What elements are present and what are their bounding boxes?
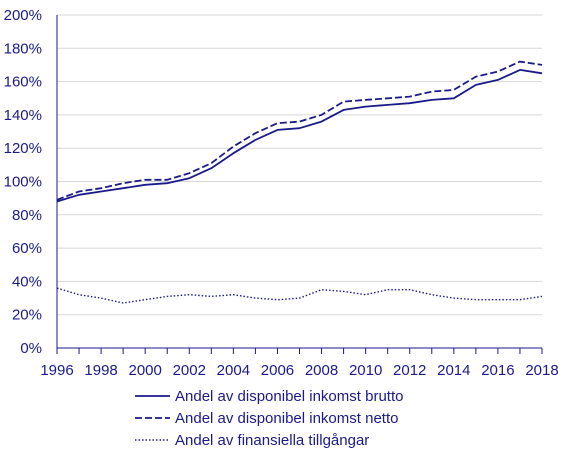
x-tick-label: 2006	[261, 362, 294, 379]
legend-label: Andel av disponibel inkomst netto	[175, 410, 398, 427]
y-tick-label: 160%	[4, 74, 42, 91]
y-tick-label: 180%	[4, 40, 42, 57]
x-tick-labels: 1996 1998 2000 2002 2004 2006 2008 2010 2012 2014…	[40, 362, 558, 379]
y-tick-label: 0%	[20, 340, 42, 357]
y-tick-label: 80%	[12, 207, 42, 224]
x-tick-label: 2000	[128, 362, 161, 379]
y-tick-label: 20%	[12, 307, 42, 324]
x-tick-label: 2002	[173, 362, 206, 379]
x-tick-label: 2008	[305, 362, 338, 379]
x-tick-label: 1998	[84, 362, 117, 379]
y-tick-labels: 0% 20% 40% 60% 80% 100% 120% 140% 160% 180% 200%	[4, 7, 42, 357]
y-tick-label: 60%	[12, 240, 42, 257]
axes	[56, 15, 543, 354]
x-tick-label: 2014	[437, 362, 470, 379]
x-tick-label: 1996	[40, 362, 73, 379]
legend-label: Andel av disponibel inkomst brutto	[175, 388, 403, 405]
y-tick-label: 120%	[4, 140, 42, 157]
x-tick-label: 2010	[349, 362, 382, 379]
series-line-dashed	[56, 60, 543, 201]
x-tick-label: 2012	[393, 362, 426, 379]
series-line-solid	[56, 69, 543, 203]
x-tick-label: 2004	[217, 362, 250, 379]
gridlines	[57, 14, 542, 316]
series-lines	[56, 60, 543, 304]
y-tick-label: 100%	[4, 174, 42, 191]
x-tick-label: 2018	[525, 362, 558, 379]
x-tick-label: 2016	[481, 362, 514, 379]
series-line-dotted	[56, 287, 543, 304]
y-tick-label: 40%	[12, 273, 42, 290]
legend-label: Andel av finansiella tillgångar	[175, 432, 369, 449]
y-tick-label: 200%	[4, 7, 42, 24]
legend: Andel av disponibel inkomst brutto Andel …	[135, 388, 403, 449]
y-tick-label: 140%	[4, 107, 42, 124]
